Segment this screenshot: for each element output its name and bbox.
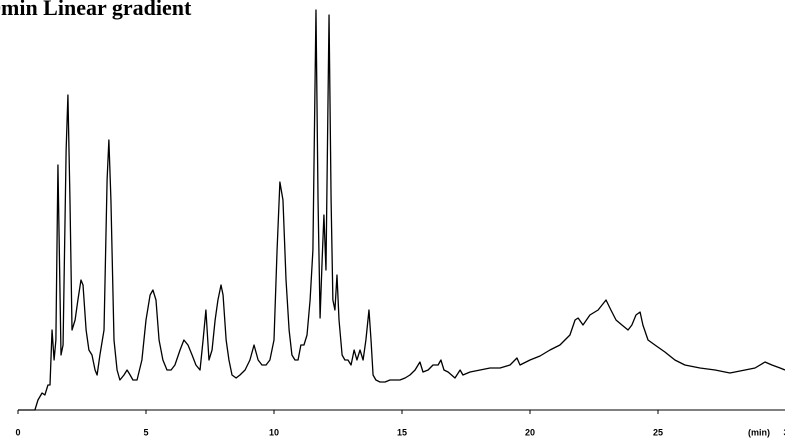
x-tick-label: 25 xyxy=(653,427,663,437)
chart-title: 0min Linear gradient xyxy=(0,0,192,20)
x-tick-label: 3 xyxy=(783,427,785,437)
x-tick-label: 5 xyxy=(143,427,148,437)
x-axis-label: (min) xyxy=(748,427,770,437)
x-tick-label: 15 xyxy=(397,427,407,437)
x-tick-label: 10 xyxy=(269,427,279,437)
x-tick-label: 20 xyxy=(525,427,535,437)
x-tick-label: 0 xyxy=(15,427,20,437)
trace xyxy=(18,9,785,411)
